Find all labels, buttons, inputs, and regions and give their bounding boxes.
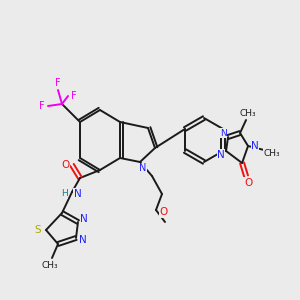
- Text: F: F: [39, 101, 45, 111]
- Text: S: S: [35, 225, 41, 235]
- Text: F: F: [55, 78, 61, 88]
- Text: N: N: [139, 163, 147, 173]
- Text: CH₃: CH₃: [42, 260, 58, 269]
- Text: N: N: [79, 235, 87, 245]
- Text: N: N: [74, 189, 82, 199]
- Text: O: O: [244, 178, 252, 188]
- Text: CH₃: CH₃: [264, 148, 280, 158]
- Text: N: N: [220, 128, 226, 137]
- Text: H: H: [61, 190, 68, 199]
- Text: F: F: [71, 91, 77, 101]
- Text: CH₃: CH₃: [240, 109, 256, 118]
- Text: O: O: [160, 207, 168, 217]
- Text: O: O: [61, 160, 69, 170]
- Text: N: N: [80, 214, 88, 224]
- Text: N: N: [217, 150, 225, 160]
- Text: N: N: [251, 141, 259, 151]
